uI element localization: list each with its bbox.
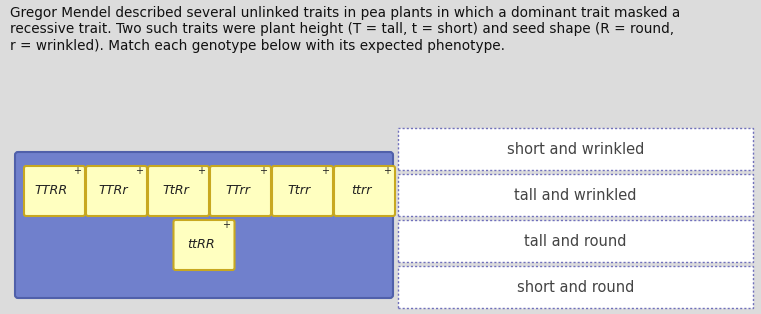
Text: tall and wrinkled: tall and wrinkled: [514, 187, 637, 203]
Text: TtRr: TtRr: [162, 183, 189, 197]
Text: ttrr: ttrr: [352, 183, 372, 197]
FancyBboxPatch shape: [148, 166, 209, 216]
Text: r = wrinkled). Match each genotype below with its expected phenotype.: r = wrinkled). Match each genotype below…: [10, 39, 505, 53]
Text: +: +: [222, 220, 231, 230]
FancyBboxPatch shape: [210, 166, 271, 216]
Text: TTrr: TTrr: [225, 183, 250, 197]
Text: TTRR: TTRR: [35, 183, 68, 197]
FancyBboxPatch shape: [15, 152, 393, 298]
Text: +: +: [197, 166, 205, 176]
FancyBboxPatch shape: [24, 166, 85, 216]
Text: Gregor Mendel described several unlinked traits in pea plants in which a dominan: Gregor Mendel described several unlinked…: [10, 6, 680, 20]
Text: TTRr: TTRr: [99, 183, 129, 197]
Text: +: +: [73, 166, 81, 176]
Text: ttRR: ttRR: [187, 237, 215, 251]
Text: short and round: short and round: [517, 279, 634, 295]
FancyBboxPatch shape: [398, 220, 753, 262]
Text: +: +: [259, 166, 267, 176]
Text: short and wrinkled: short and wrinkled: [507, 142, 645, 156]
Text: Ttrr: Ttrr: [288, 183, 311, 197]
FancyBboxPatch shape: [334, 166, 395, 216]
FancyBboxPatch shape: [174, 220, 234, 270]
FancyBboxPatch shape: [86, 166, 147, 216]
FancyBboxPatch shape: [398, 266, 753, 308]
FancyBboxPatch shape: [398, 174, 753, 216]
Text: +: +: [135, 166, 143, 176]
Text: +: +: [383, 166, 391, 176]
Text: +: +: [321, 166, 329, 176]
Text: tall and round: tall and round: [524, 234, 627, 248]
FancyBboxPatch shape: [272, 166, 333, 216]
FancyBboxPatch shape: [398, 128, 753, 170]
Text: recessive trait. Two such traits were plant height (T = tall, t = short) and see: recessive trait. Two such traits were pl…: [10, 23, 674, 36]
